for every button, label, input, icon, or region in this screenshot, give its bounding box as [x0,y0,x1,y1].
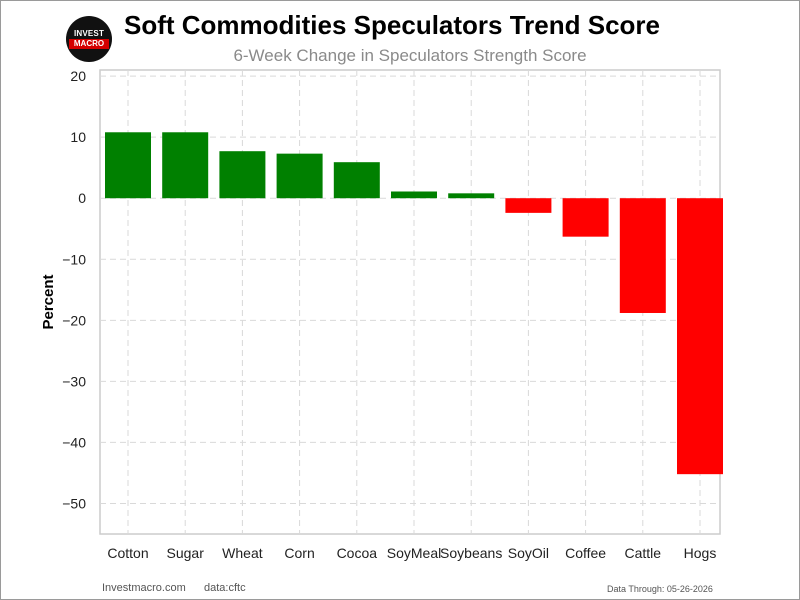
bar-soyoil [505,198,552,213]
x-tick-labels: Cotton Sugar Wheat Corn Cocoa SoyMealSoybeans… [107,545,716,561]
bar-coffee [562,198,609,237]
chart-subtitle: 6-Week Change in Speculators Strength Sc… [233,46,587,65]
footer-source: data:cftc [204,582,246,594]
x-tick-label: Soybeans [440,545,502,561]
y-tick-labels: −50 −40 −30 −20 −10 0 10 20 [62,68,86,511]
logo-text-top: INVEST [73,29,105,38]
bar-soybeans [448,193,495,199]
investmacro-logo: INVEST MACRO [66,16,112,62]
y-tick-label: 10 [70,129,86,145]
y-tick-label: −20 [62,312,86,328]
y-tick-label: 0 [78,190,86,206]
y-axis-label: Percent [40,274,57,329]
bar-corn [276,153,323,199]
y-tick-label: −10 [62,251,86,267]
y-tick-label: −50 [62,495,86,511]
bar-soymeal [391,191,437,199]
y-tick-label: −40 [62,434,86,450]
x-tick-label: Wheat [222,545,263,561]
bar-cotton [105,132,151,199]
footer-data-through: Data Through: 05-26-2026 [607,584,713,594]
bar-hogs [677,198,723,475]
y-tick-label: 20 [70,68,86,84]
x-tick-label: SoyOil [508,545,549,561]
x-tick-label: SoyMeal [387,545,441,561]
x-tick-label: Coffee [565,545,606,561]
y-tick-label: −30 [62,373,86,389]
bar-wheat [219,151,266,199]
x-tick-label: Cotton [107,545,148,561]
footer-site: Investmacro.com [102,582,186,594]
bar-sugar [162,132,209,199]
logo-text-bottom: MACRO [69,39,109,49]
bars [105,132,723,475]
x-tick-label: Sugar [167,545,205,561]
x-tick-label: Corn [284,545,314,561]
x-tick-label: Hogs [684,545,717,561]
x-tick-label: Cattle [625,545,662,561]
chart-title: Soft Commodities Speculators Trend Score [124,10,660,40]
bar-cattle [619,198,666,313]
x-tick-label: Cocoa [337,545,378,561]
bar-cocoa [333,162,380,199]
